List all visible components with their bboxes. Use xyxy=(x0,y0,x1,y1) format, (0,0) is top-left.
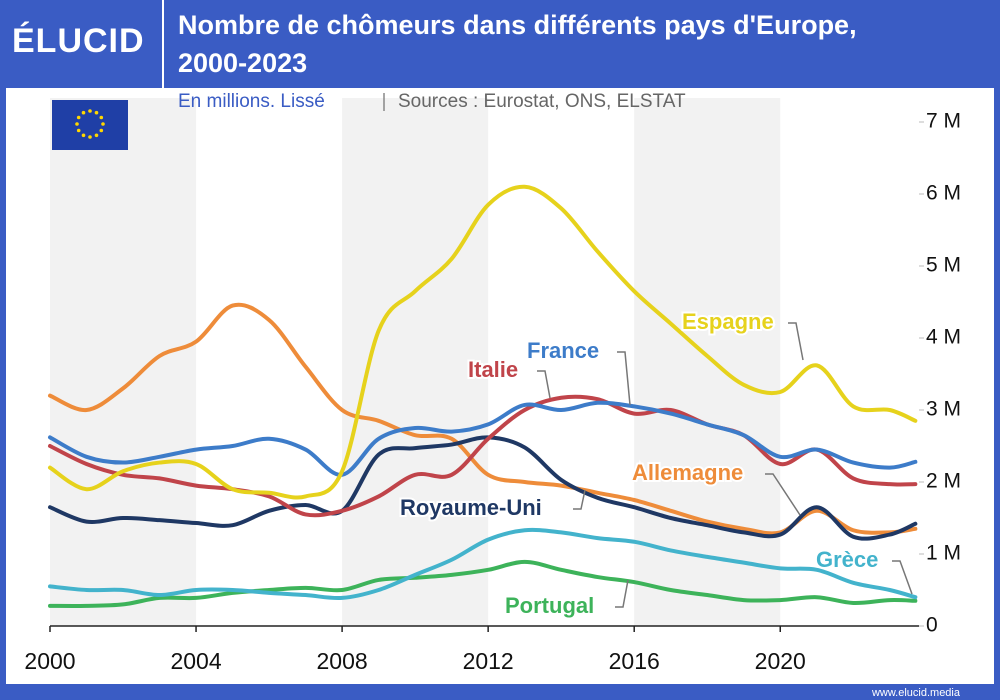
label-leader xyxy=(573,489,586,510)
label-leader xyxy=(788,322,804,361)
subtitle: En millions. Lissé xyxy=(178,91,325,112)
series-label: Portugal xyxy=(505,593,594,618)
series-line xyxy=(48,559,918,608)
series-label: Grèce xyxy=(816,547,878,572)
separator xyxy=(162,0,164,88)
y-tick-label: 4 M xyxy=(926,326,961,349)
label-leader xyxy=(765,473,801,516)
x-tick-label: 2012 xyxy=(463,648,514,674)
logo: ÉLUCID xyxy=(12,22,145,60)
y-tick-label: 6 M xyxy=(926,182,961,205)
y-tick-label: 3 M xyxy=(926,398,961,421)
y-tick-label: 5 M xyxy=(926,254,961,277)
series-line xyxy=(48,394,918,518)
source: Sources : Eurostat, ONS, ELSTAT xyxy=(398,91,686,112)
series-line xyxy=(48,527,918,601)
band xyxy=(342,98,489,626)
chart-title: Nombre de chômeurs dans différents pays … xyxy=(178,10,857,78)
y-tick-label: 1 M xyxy=(926,542,961,565)
x-tick-label: 2000 xyxy=(24,648,75,674)
series-line xyxy=(48,184,918,500)
y-tick-label: 0 xyxy=(926,614,938,637)
band xyxy=(50,98,197,626)
x-tick-label: 2016 xyxy=(609,648,660,674)
series-label: Allemagne xyxy=(632,460,743,485)
y-tick-label: 2 M xyxy=(926,470,961,493)
eu-flag xyxy=(52,100,128,150)
series-line xyxy=(48,302,918,536)
x-tick-label: 2008 xyxy=(317,648,368,674)
label-leader xyxy=(537,370,551,399)
x-tick-label: 2020 xyxy=(755,648,806,674)
label-leader xyxy=(892,560,913,595)
x-tick-label: 2004 xyxy=(170,648,221,674)
band xyxy=(634,98,781,626)
background-bands xyxy=(50,98,781,626)
footer: www.elucid.media xyxy=(871,687,960,699)
series-label: Royaume-Uni xyxy=(400,495,542,520)
y-tick-label: 7 M xyxy=(926,110,961,133)
series-label: Espagne xyxy=(682,309,774,334)
label-leader xyxy=(615,579,629,608)
label-leader xyxy=(617,351,631,406)
series-line xyxy=(48,400,918,477)
series-label: Italie xyxy=(468,357,518,382)
series-label: France xyxy=(527,338,599,363)
